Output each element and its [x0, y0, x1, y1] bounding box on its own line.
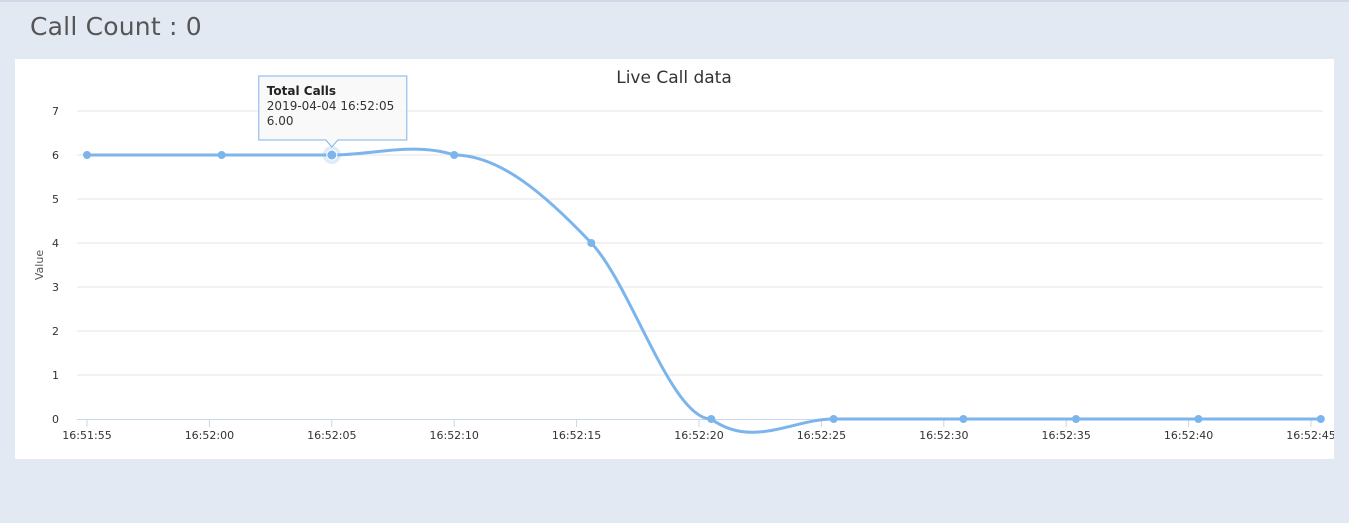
- x-tick-label-16:52:05: 16:52:05: [307, 429, 356, 442]
- y-tick-label-3: 3: [52, 281, 59, 294]
- x-tick-label-16:52:10: 16:52:10: [429, 429, 478, 442]
- y-tick-label-7: 7: [52, 105, 59, 118]
- tooltip: Total Calls 2019-04-04 16:52:05 6.00: [258, 75, 408, 148]
- live-call-chart[interactable]: 0 1 2 3 4 5 6 7 16:51:55 16:52:00 16:52:05 16:52:1…: [15, 59, 1334, 459]
- data-point-7[interactable]: [959, 415, 968, 423]
- x-tick-label-16:52:20: 16:52:20: [674, 429, 723, 442]
- x-tick-label-16:52:45: 16:52:45: [1286, 429, 1334, 442]
- x-tick-label-16:52:40: 16:52:40: [1164, 429, 1213, 442]
- data-point-5[interactable]: [707, 415, 716, 423]
- data-point-8[interactable]: [1071, 415, 1080, 423]
- x-tick-label-16:52:25: 16:52:25: [797, 429, 846, 442]
- call-count-heading: Call Count : 0: [30, 12, 202, 41]
- x-tick-label-16:52:00: 16:52:00: [185, 429, 234, 442]
- data-point-9[interactable]: [1194, 415, 1203, 423]
- chart-panel: 0 1 2 3 4 5 6 7 16:51:55 16:52:00 16:52:05 16:52:1…: [15, 59, 1334, 459]
- tooltip-box: [258, 75, 408, 148]
- data-point-0[interactable]: [83, 151, 91, 159]
- x-tick-label-16:51:55: 16:51:55: [62, 429, 111, 442]
- x-tick-label-16:52:35: 16:52:35: [1041, 429, 1090, 442]
- tooltip-timestamp: 2019-04-04 16:52:05: [267, 99, 394, 113]
- y-tick-label-4: 4: [52, 237, 59, 250]
- y-tick-label-5: 5: [52, 193, 59, 206]
- series-total-calls[interactable]: [83, 146, 1325, 434]
- series-line-0: [86, 147, 1321, 434]
- tooltip-value: 6.00: [267, 114, 294, 128]
- x-tick-label-16:52:30: 16:52:30: [919, 429, 968, 442]
- y-tick-label-1: 1: [52, 369, 59, 382]
- y-axis-labels: 0 1 2 3 4 5 6 7: [52, 105, 59, 426]
- data-point-6[interactable]: [829, 415, 838, 423]
- data-point-10[interactable]: [1316, 415, 1325, 423]
- x-tick-label-16:52:15: 16:52:15: [552, 429, 601, 442]
- data-point-4[interactable]: [587, 239, 596, 247]
- data-point-2[interactable]: [326, 149, 338, 161]
- grid-lines: [77, 110, 1323, 376]
- y-tick-label-2: 2: [52, 325, 59, 338]
- data-point-3[interactable]: [450, 151, 459, 159]
- tooltip-series-name: Total Calls: [267, 84, 336, 98]
- y-tick-label-0: 0: [52, 413, 59, 426]
- y-tick-label-6: 6: [52, 149, 59, 162]
- data-point-1[interactable]: [217, 151, 226, 159]
- x-axis-labels: 16:51:55 16:52:00 16:52:05 16:52:10 16:52:15…: [62, 429, 1334, 442]
- top-border: [0, 0, 1349, 2]
- chart-title: Live Call data: [616, 68, 732, 88]
- y-axis-title: Value: [33, 250, 46, 280]
